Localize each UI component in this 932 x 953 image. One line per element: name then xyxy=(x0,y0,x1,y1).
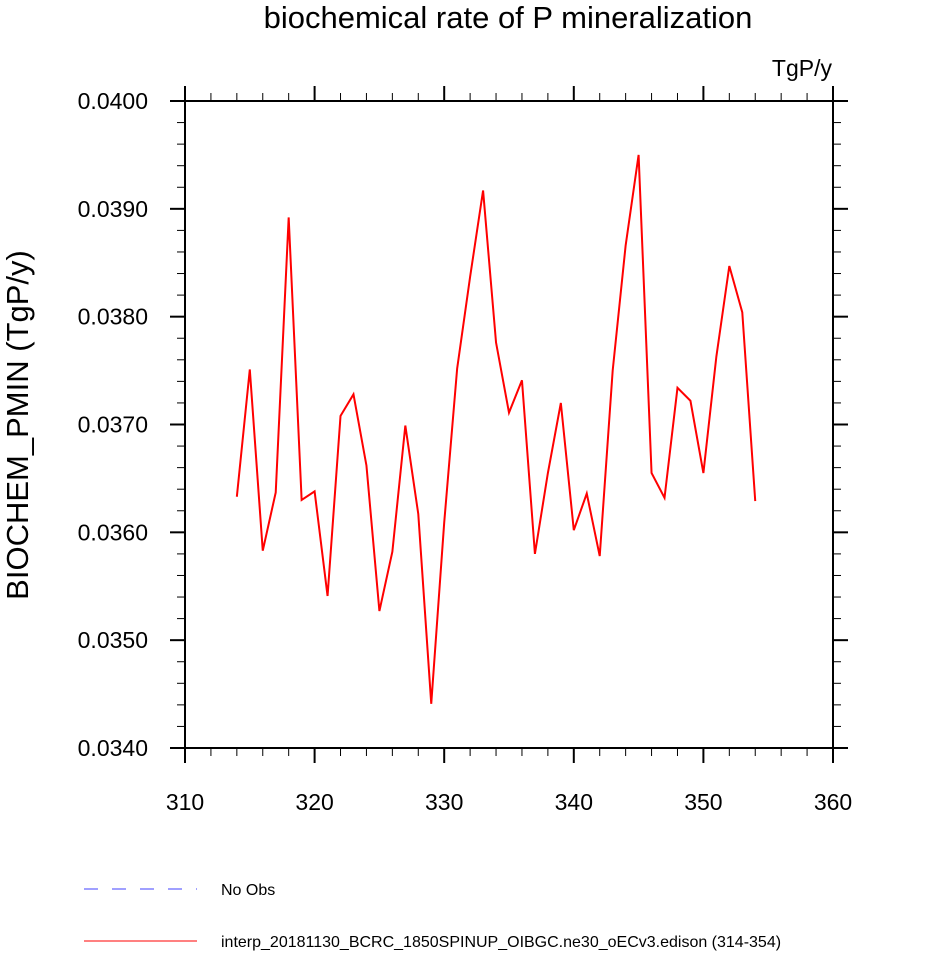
units-label: TgP/y xyxy=(772,55,833,81)
y-tick-label: 0.0350 xyxy=(78,627,148,653)
x-tick-labels: 310 320 330 340 350 360 xyxy=(166,789,852,815)
x-tick-label: 350 xyxy=(684,789,722,815)
legend-label-no-obs: No Obs xyxy=(221,882,275,899)
series-layer xyxy=(235,154,757,704)
y-tick-label: 0.0340 xyxy=(78,735,148,761)
x-tick-label: 310 xyxy=(166,789,204,815)
chart-title: biochemical rate of P mineralization xyxy=(264,0,753,35)
y-tick-label: 0.0370 xyxy=(78,412,148,438)
legend: No Obs interp_20181130_BCRC_1850SPINUP_O… xyxy=(84,882,781,951)
major-ticks xyxy=(170,86,848,763)
y-tick-label: 0.0380 xyxy=(78,304,148,330)
y-tick-label: 0.0390 xyxy=(78,196,148,222)
plot-frame xyxy=(184,100,834,749)
minor-ticks xyxy=(177,93,841,756)
x-tick-label: 330 xyxy=(425,789,463,815)
y-tick-labels: 0.0340 0.0350 0.0360 0.0370 0.0380 0.0390 0.04… xyxy=(78,88,148,761)
x-tick-label: 320 xyxy=(295,789,333,815)
x-tick-label: 360 xyxy=(814,789,852,815)
y-axis-label: BIOCHEM_PMIN (TgP/y) xyxy=(0,250,35,600)
legend-label-model: interp_20181130_BCRC_1850SPINUP_OIBGC.ne… xyxy=(221,934,781,951)
y-tick-label: 0.0400 xyxy=(78,88,148,114)
y-tick-label: 0.0360 xyxy=(78,519,148,545)
series-line-0 xyxy=(235,154,757,704)
x-tick-label: 340 xyxy=(555,789,593,815)
